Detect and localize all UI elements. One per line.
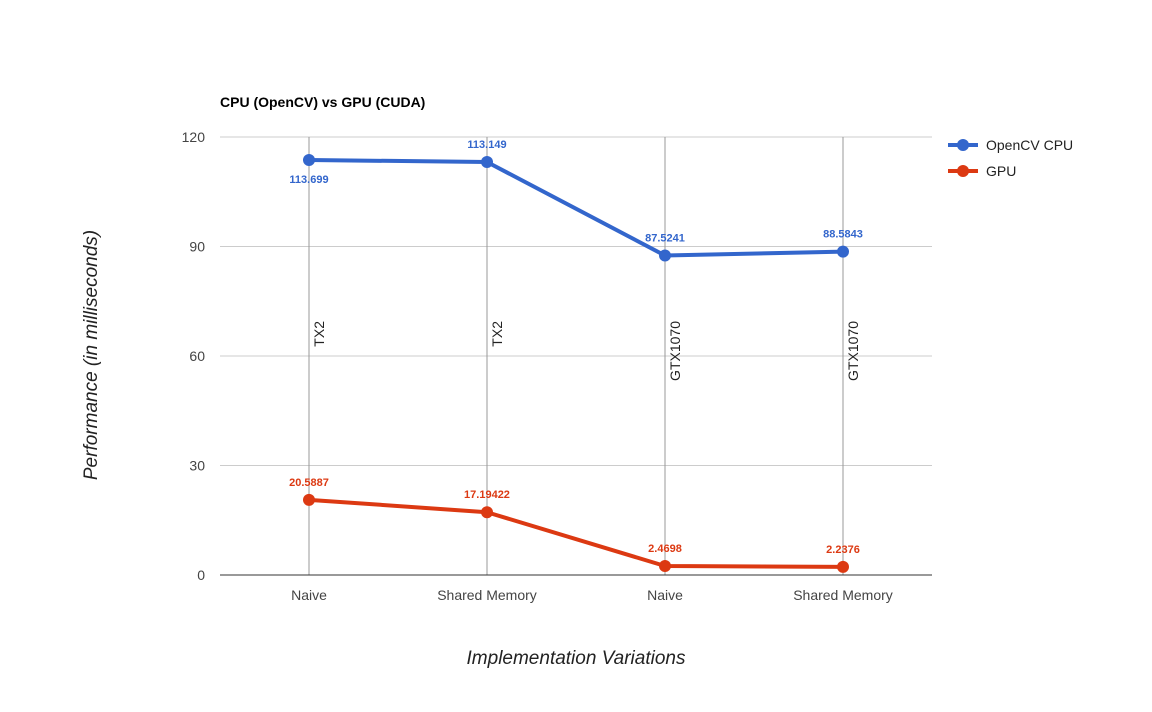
legend: OpenCV CPU GPU — [948, 137, 1073, 179]
legend-swatch-marker-1 — [957, 165, 969, 177]
x-tick-label-2: Naive — [647, 587, 683, 603]
legend-label-1: GPU — [986, 163, 1016, 179]
x-axis-ticks: Naive Shared Memory Naive Shared Memory — [291, 587, 893, 603]
y-tick-label-0: 0 — [197, 567, 205, 583]
series-line-1 — [308, 497, 844, 569]
y-tick-label-2: 60 — [189, 348, 205, 364]
data-label-s0-3: 88.5843 — [823, 229, 863, 241]
data-label-s0-1: 113.149 — [467, 139, 506, 151]
data-label-s0-2: 87.5241 — [645, 233, 685, 245]
category-annotation-3: GTX1070 — [845, 321, 861, 381]
data-point-s0-3 — [837, 245, 849, 258]
data-label-s0-0: 113.699 — [289, 174, 328, 186]
data-point-s0-1 — [481, 156, 493, 169]
category-annotation-2: GTX1070 — [667, 321, 683, 381]
data-label-s1-3: 2.2376 — [826, 544, 860, 556]
y-tick-label-1: 30 — [189, 458, 205, 474]
series-line-0 — [308, 157, 844, 258]
chart-title: CPU (OpenCV) vs GPU (CUDA) — [220, 94, 425, 110]
y-axis-title: Performance (in milliseconds) — [81, 230, 102, 480]
data-label-s1-1: 17.19422 — [464, 489, 510, 501]
legend-label-0: OpenCV CPU — [986, 137, 1073, 153]
series-group — [303, 153, 849, 573]
data-labels: 113.699 113.149 87.5241 88.5843 20.5887 17.19… — [289, 139, 863, 556]
y-tick-label-3: 90 — [189, 239, 205, 255]
y-axis-ticks: 0 30 60 90 120 — [182, 129, 206, 583]
data-label-s1-2: 2.4698 — [648, 543, 682, 555]
data-point-s1-0 — [303, 493, 315, 506]
gridlines — [220, 136, 932, 466]
x-tick-label-3: Shared Memory — [793, 587, 893, 603]
x-tick-label-1: Shared Memory — [437, 587, 537, 603]
y-tick-label-4: 120 — [182, 129, 206, 145]
data-point-s1-1 — [481, 506, 493, 519]
data-point-s0-2 — [659, 249, 671, 262]
category-annotation-0: TX2 — [311, 321, 327, 347]
data-point-s0-0 — [303, 153, 315, 166]
data-label-s1-0: 20.5887 — [289, 477, 329, 489]
x-axis-title: Implementation Variations — [467, 648, 686, 669]
x-tick-label-0: Naive — [291, 587, 327, 603]
data-point-s1-2 — [659, 559, 671, 572]
legend-swatch-marker-0 — [957, 139, 969, 151]
data-point-s1-3 — [837, 560, 849, 573]
category-annotation-1: TX2 — [489, 321, 505, 347]
category-annotations: TX2 TX2 GTX1070 GTX1070 — [311, 321, 861, 381]
